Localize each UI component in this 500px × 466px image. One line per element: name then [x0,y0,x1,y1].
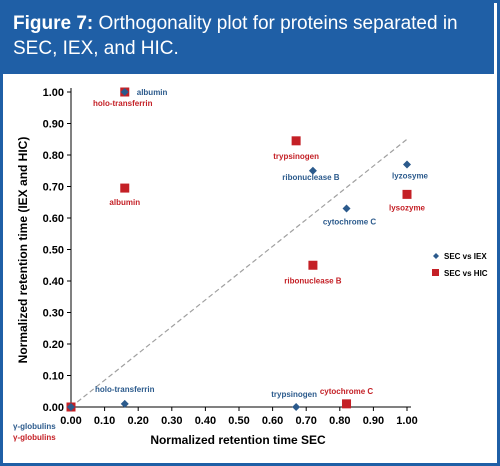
x-tick-label: 0.20 [127,415,148,427]
y-tick-label: 0.30 [43,308,64,320]
iex-point-0 [67,403,75,411]
hic-point-3 [291,136,301,146]
x-tick-label: 0.70 [295,415,316,427]
x-tick-label: 0.80 [329,415,350,427]
legend-iex-marker [433,253,439,259]
figure-header: Figure 7: Orthogonality plot for protein… [0,0,494,74]
iex-point-label: cytochrome C [323,218,377,227]
hic-point-label: holo-transferrin [93,99,153,108]
iex-point-1 [120,399,129,408]
y-tick-label: 0.80 [43,150,64,162]
x-tick-label: 0.00 [60,415,81,427]
hic-point-2 [120,183,130,193]
legend-iex-label: SEC vs IEX [444,252,487,261]
hic-point-5 [342,399,352,409]
data-marks [66,87,412,412]
y-tick-label: 0.90 [43,119,64,131]
y-tick-label: 0.50 [43,245,64,257]
iex-point-4 [308,166,317,175]
hic-point-label: ribonuclease B [284,276,342,285]
hic-point-4 [308,260,318,270]
x-tick-label: 0.40 [195,415,216,427]
iex-point-label: holo-transferrin [95,385,155,394]
hic-point-label: trypsinogen [273,152,319,161]
iex-point-6 [403,160,411,169]
figure-label: Figure 7: [13,13,94,34]
iex-point-5 [342,204,351,213]
legend: SEC vs IEX SEC vs HIC [432,252,488,278]
point-labels: γ-globulins holo-transferrin albumin trypsi… [13,88,429,442]
iex-point-label: albumin [137,88,168,97]
figure-title: Figure 7: Orthogonality plot for protein… [13,11,483,61]
y-tick-label: 0.40 [43,276,64,288]
hic-point-label: cytochrome C [320,387,374,396]
legend-hic-label: SEC vs HIC [444,269,488,278]
hic-point-label: lysozyme [389,203,426,212]
x-tick-label: 1.00 [396,415,417,427]
hic-point-label: albumin [109,198,140,207]
iex-point-label: ribonuclease B [282,173,340,182]
x-tick-label: 0.30 [161,415,182,427]
iex-point-label: lyzosyme [392,171,429,180]
figure-caption: Orthogonality plot for proteins separate… [13,13,458,59]
hic-point-6 [402,189,412,199]
x-tick-label: 0.60 [262,415,283,427]
axes: 0.00 0.10 0.20 0.30 0.40 0.50 0.60 0.70 0.80 0.90… [16,87,418,447]
legend-hic-marker [432,269,439,276]
x-tick-label: 0.10 [94,415,115,427]
y-tick-label: 0.70 [43,182,64,194]
x-tick-label: 0.90 [363,415,384,427]
reference-line [70,138,408,408]
iex-point-3 [292,403,301,411]
iex-point-label: γ-globulins [13,422,56,431]
y-axis-title: Normalized retention time (IEX and HIC) [16,137,30,364]
y-tick-label: 0.10 [43,371,64,383]
y-tick-label: 1.00 [43,87,64,99]
y-tick-label: 0.60 [43,213,64,225]
y-tick-label: 0.20 [43,339,64,351]
iex-point-2 [120,88,129,96]
x-axis-title: Normalized retention time SEC [150,433,326,447]
hic-point-label: γ-globulins [13,433,56,442]
y-tick-label: 0.00 [43,402,64,414]
iex-point-label: trypsinogen [271,390,317,399]
x-tick-label: 0.50 [228,415,249,427]
